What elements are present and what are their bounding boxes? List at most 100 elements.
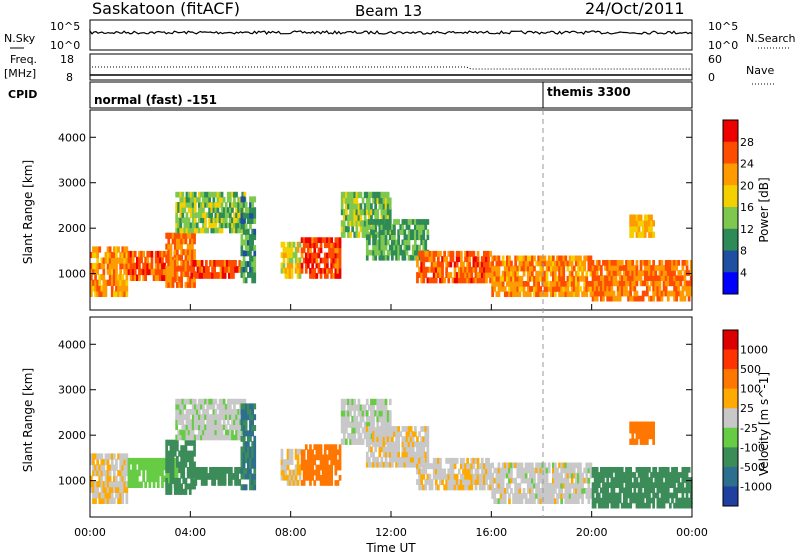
- heatmap-cell: [226, 191, 230, 198]
- heatmap-cell: [533, 477, 536, 484]
- heatmap-cell: [231, 434, 234, 441]
- heatmap-cell: [202, 222, 205, 229]
- heatmap-cell: [309, 444, 312, 450]
- heatmap-cell: [470, 463, 474, 470]
- heatmap-cell: [326, 469, 329, 476]
- heatmap-cell: [365, 197, 369, 204]
- heatmap-cell: [631, 497, 635, 504]
- heatmap-cell: [183, 222, 187, 229]
- heatmap-cell: [300, 252, 304, 259]
- heatmap-cell: [214, 434, 218, 441]
- heatmap-cell: [382, 404, 386, 411]
- heatmap-cell: [180, 483, 183, 490]
- heatmap-cell: [146, 256, 150, 264]
- heatmap-cell: [123, 470, 127, 477]
- heatmap-cell: [556, 482, 559, 489]
- heatmap-cell: [386, 208, 390, 216]
- heatmap-cell: [119, 464, 122, 471]
- heatmap-cell: [643, 214, 647, 221]
- heatmap-cell: [185, 217, 189, 224]
- heatmap-cell: [677, 497, 681, 504]
- heatmap-cell: [311, 469, 314, 476]
- heatmap-cell: [190, 467, 193, 474]
- heatmap-cell: [349, 197, 352, 204]
- heatmap-cell: [403, 436, 407, 442]
- heatmap-cell: [113, 246, 116, 253]
- heatmap-cell: [355, 225, 359, 233]
- heatmap-cell: [397, 239, 400, 246]
- heatmap-cell: [399, 249, 403, 256]
- heatmap-cell: [616, 270, 620, 276]
- heatmap-cell: [247, 239, 250, 246]
- heatmap-cell: [251, 212, 254, 219]
- heatmap-cell: [635, 275, 639, 281]
- heatmap-cell: [280, 241, 284, 248]
- heatmap-cell: [397, 219, 400, 225]
- heatmap-cell: [161, 475, 164, 483]
- heatmap-cell: [244, 244, 248, 251]
- heatmap-cell: [675, 472, 678, 478]
- heatmap-cell: [386, 197, 390, 204]
- heatmap-cell: [631, 492, 635, 499]
- heatmap-cell: [666, 270, 670, 276]
- heatmap-cell: [242, 419, 246, 426]
- heatmap-cell: [247, 244, 250, 251]
- heatmap-cell: [309, 237, 312, 243]
- heatmap-cell: [533, 493, 536, 499]
- heatmap-cell: [570, 255, 574, 262]
- heatmap-cell: [399, 461, 403, 468]
- heatmap-cell: [388, 214, 392, 221]
- heatmap-cell: [253, 244, 257, 251]
- heatmap-cell: [115, 257, 118, 264]
- heatmap-cell: [280, 454, 284, 460]
- heatmap-cell: [537, 493, 540, 499]
- heatmap-cell: [334, 268, 338, 274]
- heatmap-cell: [407, 461, 411, 468]
- heatmap-cell: [526, 281, 530, 287]
- heatmap-cell: [579, 467, 582, 474]
- heatmap-cell: [280, 474, 284, 481]
- heatmap-cell: [562, 286, 566, 292]
- heatmap-cell: [512, 493, 515, 499]
- heatmap-cell: [654, 275, 658, 281]
- heatmap-cell: [673, 487, 676, 494]
- heatmap-cell: [131, 256, 135, 264]
- heatmap-cell: [664, 467, 668, 473]
- heatmap-cell: [119, 475, 122, 482]
- heatmap-cell: [629, 225, 632, 233]
- heatmap-cell: [572, 265, 576, 272]
- heatmap-cell: [131, 268, 135, 276]
- heatmap-cell: [208, 398, 211, 405]
- heatmap-cell: [558, 472, 561, 479]
- heatmap-cell: [577, 291, 580, 297]
- heatmap-cell: [631, 421, 635, 428]
- heatmap-cell: [326, 475, 329, 481]
- heatmap-cell: [420, 436, 423, 442]
- heatmap-cell: [370, 203, 373, 210]
- heatmap-cell: [591, 487, 595, 494]
- heatmap-cell: [434, 457, 438, 464]
- heatmap-cell: [531, 462, 534, 469]
- heatmap-cell: [180, 445, 183, 452]
- heatmap-cell: [660, 487, 664, 494]
- heatmap-cell: [94, 464, 97, 471]
- heatmap-cell: [516, 493, 520, 499]
- heatmap-cell: [595, 260, 599, 266]
- heatmap-cell: [382, 441, 386, 448]
- heatmap-cell: [566, 472, 570, 479]
- heatmap-cell: [249, 484, 252, 491]
- heatmap-cell: [200, 272, 204, 279]
- heatmap-cell: [451, 256, 455, 263]
- heatmap-cell: [489, 261, 492, 268]
- heatmap-cell: [522, 477, 526, 484]
- heatmap-cell: [426, 451, 430, 458]
- heatmap-cell: [560, 291, 563, 297]
- heatmap-cell: [300, 237, 304, 243]
- heatmap-cell: [244, 446, 248, 453]
- heatmap-cell: [424, 256, 428, 263]
- heatmap-cell: [234, 467, 237, 474]
- heatmap-cell: [455, 272, 459, 278]
- heatmap-cell: [439, 463, 442, 470]
- heatmap-cell: [294, 247, 298, 253]
